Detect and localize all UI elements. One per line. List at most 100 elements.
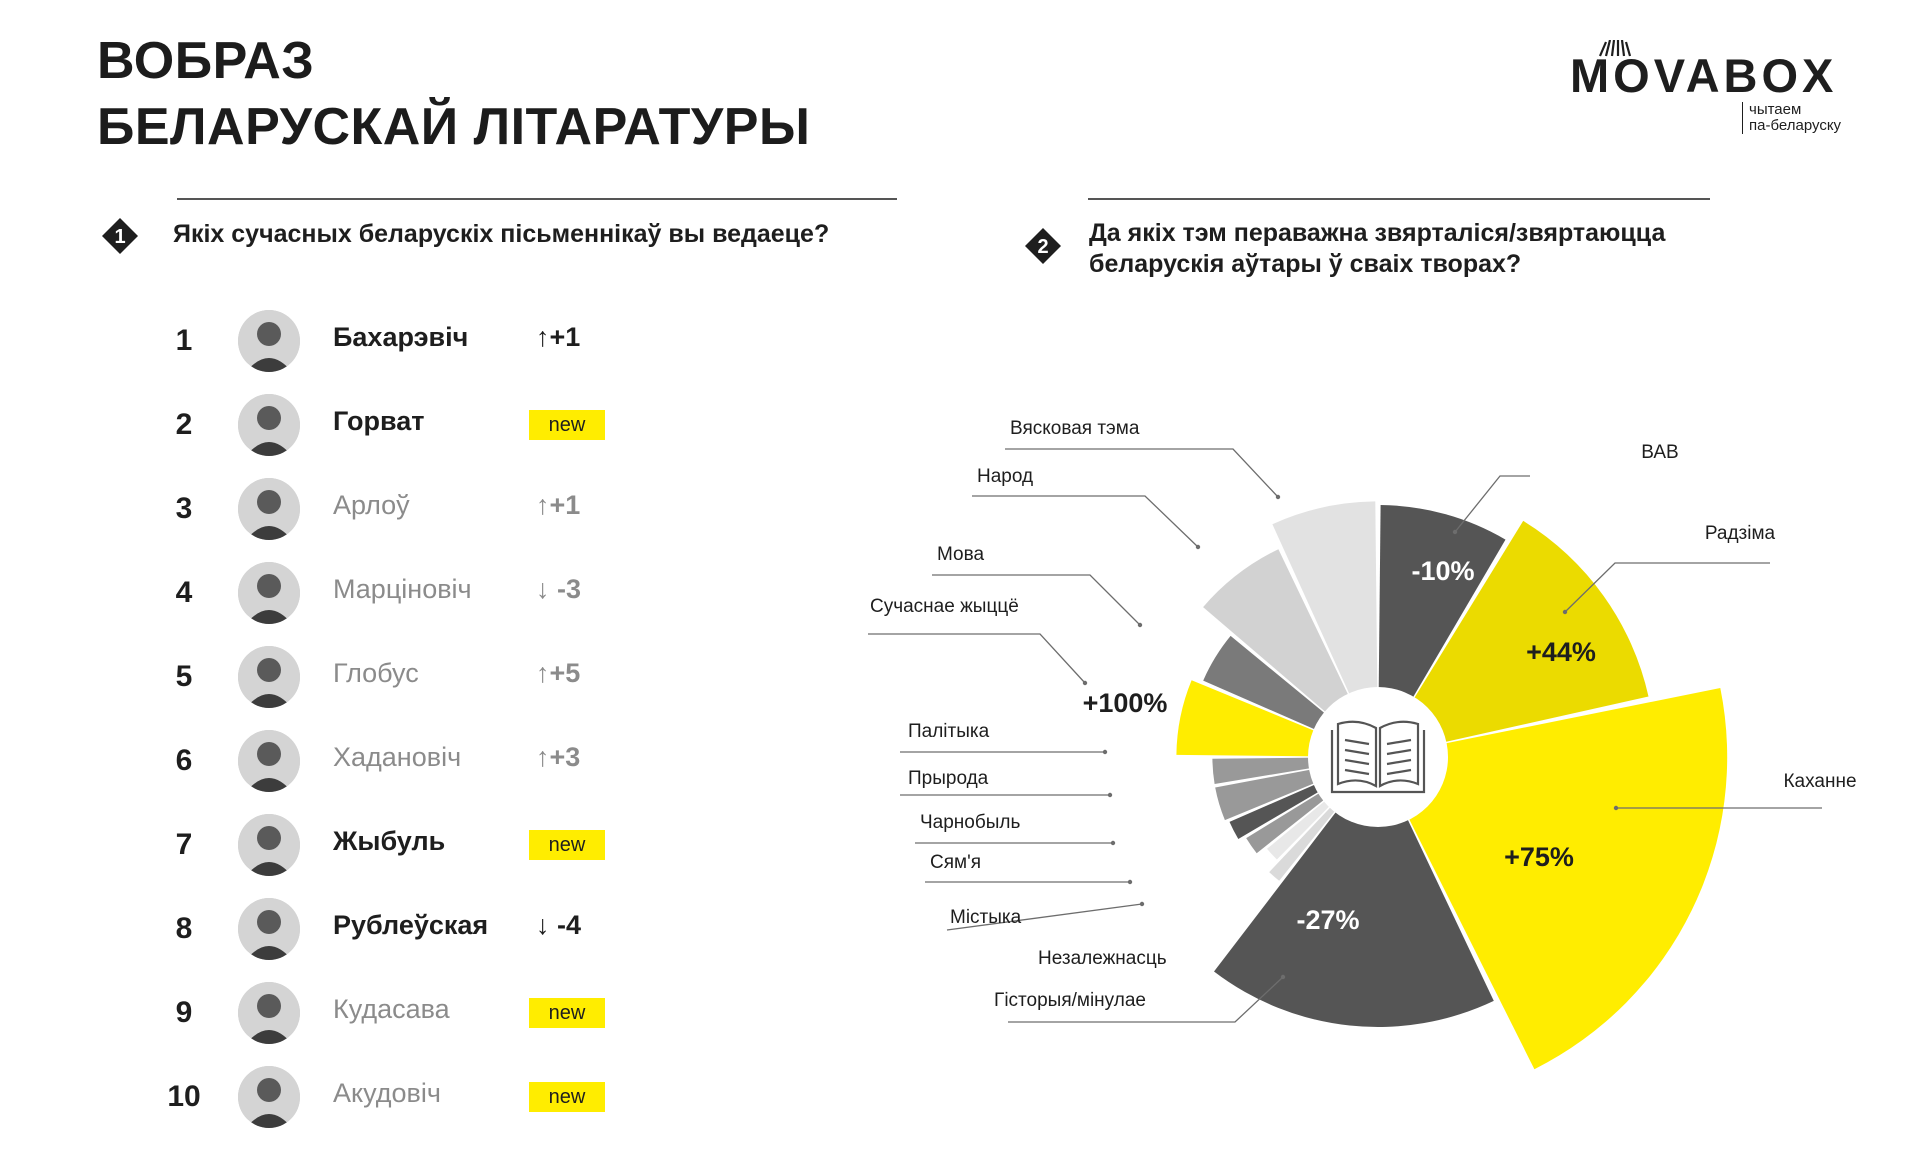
slice-гісторыя-мінулае xyxy=(1214,757,1494,1028)
slice-вав xyxy=(1378,505,1506,757)
leader-line-гісторыя-мінулае xyxy=(1008,976,1284,1023)
arrow-down-icon: ↓ xyxy=(536,910,550,940)
slice-label-радзіма: Радзіма xyxy=(1705,523,1776,544)
author-photo-avatar xyxy=(238,478,300,540)
slice-каханне xyxy=(1378,688,1728,1070)
author-name: Марціновіч xyxy=(333,574,472,604)
slice-label-містыка: Містыка xyxy=(950,907,1022,928)
chart-leader-lines xyxy=(868,448,1822,1023)
q2-question: Да якіх тэм пераважна звярталіся/звяртаю… xyxy=(1089,218,1665,280)
author-photo-avatar xyxy=(238,898,300,960)
author-name: Глобус xyxy=(333,658,419,688)
author-name: Акудовіч xyxy=(333,1078,441,1108)
q1-divider xyxy=(177,198,897,200)
rank-number: 4 xyxy=(175,576,193,609)
slice-label-вясковая-тэма: Вясковая тэма xyxy=(1010,418,1140,439)
leader-line-вясковая-тэма xyxy=(1005,448,1279,498)
leader-line-містыка xyxy=(946,903,1143,931)
author-name: Бахарэвіч xyxy=(333,322,469,352)
slice-label-каханне: Каханне xyxy=(1783,771,1856,792)
value-label-радзіма: +44% xyxy=(1526,637,1596,667)
leader-dot-сучаснае-жыццё xyxy=(1082,680,1088,686)
rank-change-value: -3 xyxy=(557,574,582,604)
rank-number: 6 xyxy=(175,744,193,777)
chart-slices xyxy=(1176,501,1728,1070)
q1-number: 1 xyxy=(114,226,125,248)
slice-label-сучаснае-жыццё: Сучаснае жыццё xyxy=(870,596,1019,617)
q2-number: 2 xyxy=(1037,236,1048,258)
ranking-row: 7 Жыбуль new xyxy=(160,810,620,878)
rank-number: 5 xyxy=(175,660,193,693)
rank-number: 1 xyxy=(175,324,193,357)
leader-line-народ xyxy=(972,495,1199,548)
leader-dot-радзіма xyxy=(1562,609,1568,615)
ranking-row: 10 Акудовіч new xyxy=(160,1062,620,1130)
author-name: Арлоў xyxy=(333,490,410,520)
logo-tagline: чытаем па-беларуску xyxy=(1742,102,1841,134)
logo-wordmark: MOVABOX xyxy=(1570,49,1838,102)
leader-line-радзіма xyxy=(1564,562,1770,613)
new-badge: new xyxy=(529,830,605,860)
value-label-вав: -10% xyxy=(1411,556,1474,586)
rank-number: 10 xyxy=(167,1080,201,1113)
arrow-up-icon: ↑ xyxy=(536,490,550,520)
leader-dot-мова xyxy=(1137,622,1143,628)
open-book-icon xyxy=(1330,720,1426,794)
page-title-line-1: ВОБРАЗ xyxy=(97,32,315,90)
author-name: Жыбуль xyxy=(333,826,446,856)
arrow-up-icon: ↑ xyxy=(536,658,550,688)
leader-dot-народ xyxy=(1195,544,1201,550)
author-photo-avatar xyxy=(238,1066,300,1128)
rank-number: 7 xyxy=(175,828,193,861)
author-name: Хадановіч xyxy=(333,742,462,772)
rank-number: 2 xyxy=(175,408,193,441)
logo-tagline-1: чытаем xyxy=(1749,101,1802,118)
rank-change-value: +5 xyxy=(549,658,581,688)
page-title-line-2: БЕЛАРУСКАЙ ЛІТАРАТУРЫ xyxy=(97,98,811,156)
rank-number: 8 xyxy=(175,912,193,945)
leader-line-вав xyxy=(1454,475,1530,533)
value-label-гісторыя-мінулае: -27% xyxy=(1296,905,1359,935)
leader-dot-вясковая-тэма xyxy=(1275,494,1281,500)
leader-line-мова xyxy=(932,574,1141,626)
rank-change-value: -4 xyxy=(557,910,582,940)
rank-change: ↑+3 xyxy=(536,742,580,773)
slice-label-незалежнасць: Незалежнасць xyxy=(1038,948,1167,969)
slice-label-мова: Мова xyxy=(937,544,984,565)
author-photo-avatar xyxy=(238,646,300,708)
leader-dot-палітыка xyxy=(1102,749,1108,755)
arrow-down-icon: ↓ xyxy=(536,574,550,604)
ranking-row: 6 Хадановіч ↑+3 xyxy=(160,726,620,794)
movabox-logo: MOVABOX чытаем па-беларуску xyxy=(1570,40,1842,138)
q2-diamond-badge-icon: 2 xyxy=(1025,228,1061,264)
rank-number: 3 xyxy=(175,492,193,525)
slice-label-прырода: Прырода xyxy=(908,768,989,789)
slice-label-чарнобыль: Чарнобыль xyxy=(920,812,1020,833)
value-label-каханне: +75% xyxy=(1504,842,1574,872)
ranking-row: 5 Глобус ↑+5 xyxy=(160,642,620,710)
author-photo-avatar xyxy=(238,562,300,624)
ranking-row: 8 Рублеўская ↓ -4 xyxy=(160,894,620,962)
chart-labels: ВАВ -10% Радзіма +44% Каханне +75% Гісторыя/мі… xyxy=(870,418,1857,1011)
leader-dot-каханне xyxy=(1613,805,1619,811)
new-badge: new xyxy=(529,998,605,1028)
author-photo-avatar xyxy=(238,730,300,792)
ranking-row: 1 Бахарэвіч ↑+1 xyxy=(160,306,620,374)
author-name: Рублеўская xyxy=(333,910,489,940)
slice-label-народ: Народ xyxy=(977,466,1033,487)
arrow-up-icon: ↑ xyxy=(536,742,550,772)
logo-book-fan-icon xyxy=(1598,40,1632,57)
slice-радзіма xyxy=(1378,520,1649,757)
author-photo-avatar xyxy=(238,982,300,1044)
rank-change: ↑+1 xyxy=(536,322,580,353)
q2-question-line-1: Да якіх тэм пераважна звярталіся/звяртаю… xyxy=(1089,219,1666,247)
leader-dot-гісторыя-мінулае xyxy=(1280,974,1286,980)
author-photo-avatar xyxy=(238,310,300,372)
page-title: ВОБРАЗ БЕЛАРУСКАЙ ЛІТАРАТУРЫ xyxy=(97,28,810,160)
author-photo-avatar xyxy=(238,394,300,456)
arrow-up-icon: ↑ xyxy=(536,322,550,352)
leader-line-сучаснае-жыццё xyxy=(868,633,1086,684)
q1-question: Якіх сучасных беларускіх пісьменнікаў вы… xyxy=(173,220,830,248)
author-photo-avatar xyxy=(238,814,300,876)
